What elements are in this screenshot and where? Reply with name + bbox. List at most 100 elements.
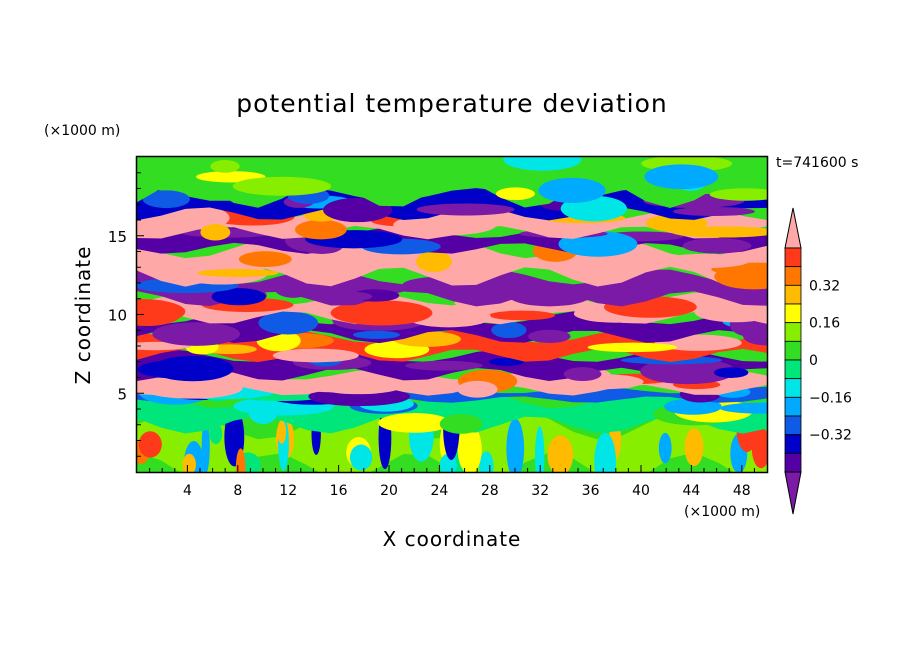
contour-blob (457, 380, 498, 398)
contour-blob (640, 358, 736, 385)
colorbar-arrow-bottom (784, 471, 802, 515)
contour-blob (527, 329, 571, 344)
chart-title: potential temperature deviation (236, 89, 667, 118)
plot-frame (135, 155, 769, 474)
x-tick-label: 4 (183, 483, 192, 499)
contour-blob (660, 253, 750, 269)
x-unit-label: (×1000 m) (684, 504, 760, 520)
contour-blob (719, 402, 767, 414)
contour-blob (352, 330, 401, 339)
x-tick-label: 12 (279, 483, 297, 499)
contour-blob (506, 418, 525, 472)
colorbar-swatch (784, 266, 802, 286)
contour-blob (488, 310, 555, 321)
y-tick-label: 15 (108, 228, 127, 246)
colorbar: 0.32 0.16 0 −0.16 −0.32 (784, 207, 852, 515)
x-tick-label: 28 (481, 483, 499, 499)
contour-blob (547, 435, 574, 472)
y-tick-label: 10 (108, 307, 127, 325)
contour-blob (138, 431, 162, 458)
contour-blob (295, 219, 347, 240)
contour-blob (548, 255, 635, 276)
contour-blob (211, 288, 266, 306)
contour-blob (152, 322, 241, 346)
x-tick-label: 20 (380, 483, 398, 499)
x-tick-label: 32 (531, 483, 549, 499)
contour-blob (140, 377, 243, 399)
colorbar-swatch (784, 303, 802, 324)
x-tick-label: 8 (233, 483, 242, 499)
contour-blob (169, 206, 230, 230)
x-tick-label: 24 (430, 483, 448, 499)
contour-blob (330, 300, 433, 326)
contour-blob (713, 367, 749, 378)
contour-blob (277, 420, 287, 444)
colorbar-swatch (784, 247, 802, 268)
contour-blob (594, 432, 617, 472)
contour-blob (405, 360, 483, 371)
contour-blob (182, 453, 196, 472)
contour-blob (349, 444, 373, 471)
colorbar-swatch (784, 359, 802, 380)
contour-blob (258, 311, 319, 335)
contour-blob (272, 348, 359, 363)
colorbar-swatch (784, 434, 802, 454)
contour-blob (323, 197, 393, 223)
contour-blob (378, 412, 451, 433)
contour-blob (684, 428, 704, 467)
colorbar-label: −0.16 (809, 390, 852, 406)
contour-blob (137, 360, 209, 379)
contour-blob (137, 298, 186, 325)
contour-blob (743, 327, 767, 346)
x-tick-label: 44 (682, 483, 700, 499)
colorbar-swatch (784, 452, 802, 473)
contour-blob (495, 187, 535, 201)
contour-blob (664, 398, 722, 415)
contour-blob (682, 237, 752, 254)
colorbar-arrow-top (784, 207, 802, 249)
contour-blob (457, 424, 482, 472)
colorbar-swatch (784, 340, 802, 361)
time-label: t=741600 s (776, 155, 858, 171)
contour-blob (538, 177, 606, 203)
contour-field (137, 157, 767, 472)
colorbar-label: 0.16 (809, 316, 840, 332)
contour-blob (488, 357, 525, 366)
y-tick-label: 5 (117, 385, 127, 403)
contour-blob (142, 190, 190, 209)
colorbar-label: 0.32 (809, 278, 840, 294)
contour-band (137, 368, 767, 396)
colorbar-swatch (784, 396, 802, 417)
contour-blob (491, 322, 527, 339)
colorbar-swatch (784, 322, 802, 342)
contour-blob (201, 420, 210, 472)
z-unit-label: (×1000 m) (44, 123, 120, 139)
x-tick-label: 48 (733, 483, 751, 499)
contour-blob (671, 226, 767, 238)
contour-blob (503, 157, 582, 171)
contour-blob (274, 278, 313, 298)
contour-blob (563, 367, 602, 382)
contour-blob (200, 224, 231, 241)
x-tick-label: 36 (582, 483, 600, 499)
contour-blob (232, 176, 332, 196)
y-axis-label: Z coordinate (71, 246, 95, 385)
contour-blob (330, 291, 373, 302)
contour-blob (294, 380, 369, 393)
contour-band (137, 157, 767, 209)
x-tick-label: 16 (330, 483, 348, 499)
x-axis-label: X coordinate (383, 527, 522, 551)
contour-blob (672, 206, 755, 217)
contour-blob (658, 432, 672, 464)
contour-blob (751, 427, 767, 469)
contour-blob (644, 164, 719, 190)
y-axis: 5 10 15 (108, 172, 144, 457)
contour-blob (210, 160, 240, 173)
colorbar-swatch (784, 378, 802, 398)
contour-blob (534, 426, 545, 472)
contour-blob (416, 250, 452, 273)
x-axis: 4 8 12 16 20 24 28 32 36 40 44 48 (149, 465, 755, 499)
contour-blob (694, 301, 767, 323)
colorbar-label: −0.32 (809, 428, 852, 444)
colorbar-label: 0 (809, 353, 818, 369)
